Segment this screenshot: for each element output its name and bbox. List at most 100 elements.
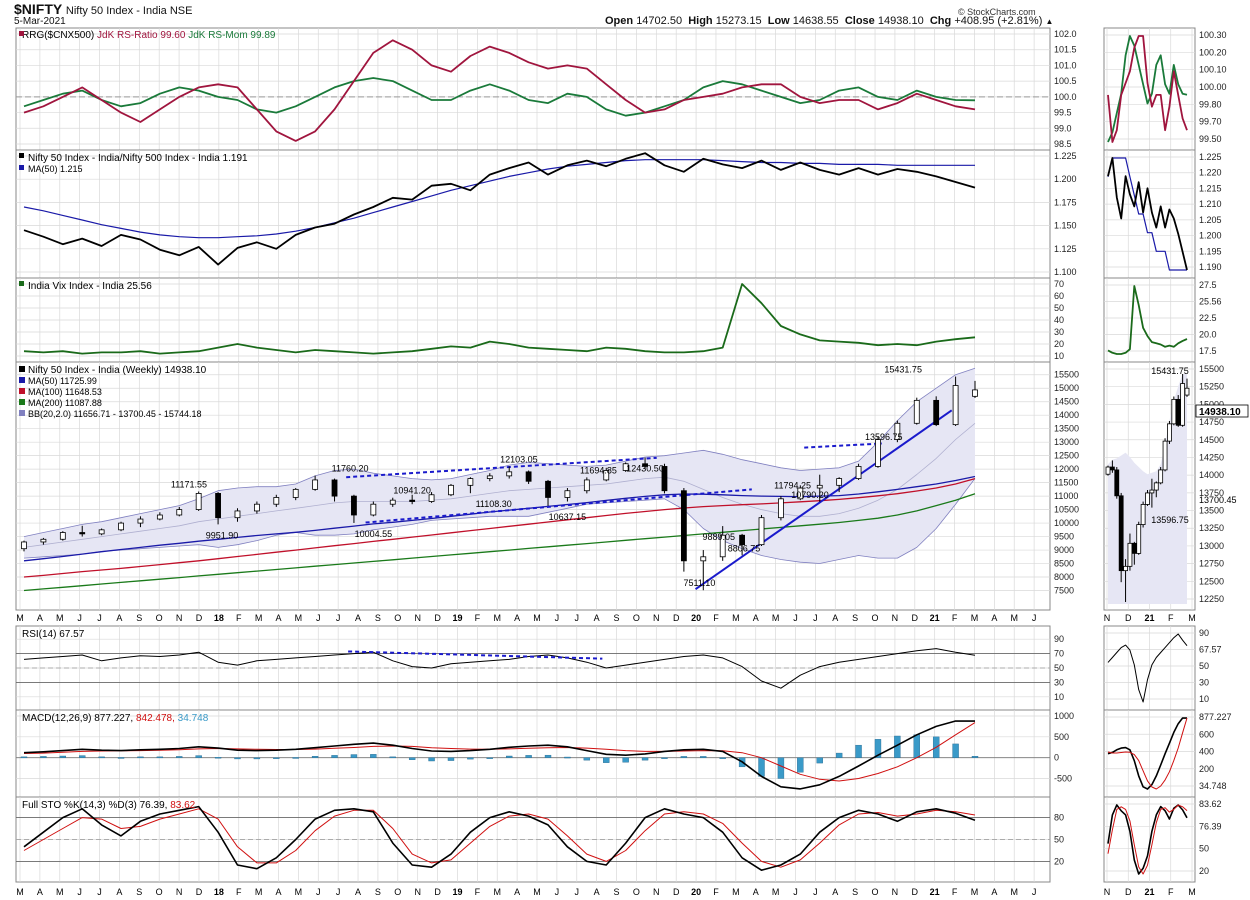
side-candle-body bbox=[1140, 504, 1146, 525]
side-y-tick-label: 1.225 bbox=[1199, 152, 1222, 162]
macd-histogram-bar bbox=[292, 757, 299, 759]
time-axis-label-bottom: O bbox=[394, 887, 401, 897]
macd-histogram-bar bbox=[273, 757, 280, 759]
legend-swatch-rs-ma50 bbox=[19, 165, 24, 170]
panel-legend-rrg: RRG($CNX500) JdK RS-Ratio 99.60 JdK RS-M… bbox=[22, 30, 276, 41]
time-axis-label: J bbox=[575, 613, 580, 623]
y-tick-label: 1.175 bbox=[1054, 197, 1077, 207]
side-y-tick-label: 14250 bbox=[1199, 452, 1224, 462]
candle-body bbox=[622, 463, 629, 471]
side-y-tick-label: 13750 bbox=[1199, 488, 1224, 498]
time-axis-label-bottom: 21 bbox=[930, 887, 940, 897]
y-tick-label: 1.100 bbox=[1054, 267, 1077, 277]
side-candle-body bbox=[1123, 565, 1128, 572]
macd-histogram-bar bbox=[758, 757, 765, 777]
side-candle-body bbox=[1145, 492, 1150, 505]
macd-histogram-bar bbox=[156, 756, 164, 759]
side-y-tick-label: 100.20 bbox=[1199, 47, 1227, 57]
time-axis-label-bottom: M bbox=[1010, 887, 1018, 897]
series-line-rs-ratio bbox=[23, 39, 976, 142]
series-line-sto-d bbox=[23, 808, 976, 868]
price-annotation: 9889.05 bbox=[703, 532, 736, 542]
side-candle-body bbox=[1114, 469, 1120, 497]
side-y-tick-label: 12750 bbox=[1199, 559, 1224, 569]
time-axis-label: F bbox=[713, 613, 719, 623]
time-axis-label-bottom: M bbox=[56, 887, 64, 897]
candle-body bbox=[137, 518, 144, 524]
side-y-tick-label: 1.190 bbox=[1199, 262, 1222, 272]
side-y-tick-label: 76.39 bbox=[1199, 821, 1222, 831]
time-axis-label: A bbox=[355, 613, 361, 623]
y-tick-label: 100.5 bbox=[1054, 76, 1077, 86]
candle-body bbox=[933, 399, 940, 426]
candle-body bbox=[409, 499, 416, 502]
y-tick-label: 10 bbox=[1054, 692, 1064, 702]
time-axis-label-bottom: A bbox=[594, 887, 600, 897]
side-candle-body bbox=[1131, 542, 1137, 554]
time-axis-label: D bbox=[912, 613, 919, 623]
y-tick-label: 10000 bbox=[1054, 518, 1079, 528]
series-line-rs-ma50 bbox=[23, 159, 975, 239]
time-axis-label-bottom: N bbox=[414, 887, 421, 897]
time-axis-label-bottom: M bbox=[971, 887, 979, 897]
macd-histogram-bar bbox=[680, 756, 688, 758]
series-line-rsi bbox=[23, 648, 976, 689]
y-tick-label: 60 bbox=[1054, 291, 1064, 301]
y-tick-label: 1.150 bbox=[1054, 221, 1077, 231]
time-axis-label: J bbox=[555, 613, 560, 623]
y-tick-label: 8000 bbox=[1054, 572, 1074, 582]
candle-body bbox=[351, 495, 357, 516]
legend-swatch-rs bbox=[19, 153, 24, 158]
time-axis-label: A bbox=[832, 613, 838, 623]
series-line-vix bbox=[23, 283, 976, 355]
side-y-tick-label: 1.210 bbox=[1199, 199, 1222, 209]
time-axis-label: O bbox=[394, 613, 401, 623]
macd-histogram-bar bbox=[506, 755, 513, 758]
candle-body bbox=[292, 488, 299, 498]
side-y-tick-label: 100.10 bbox=[1199, 65, 1227, 75]
macd-histogram-bar bbox=[971, 756, 979, 758]
candle-body bbox=[312, 479, 319, 490]
time-axis-label-bottom: M bbox=[493, 887, 501, 897]
panel-legend-rsi: RSI(14) 67.57 bbox=[22, 629, 85, 640]
side-series-line-rs-ma50 bbox=[1107, 157, 1187, 271]
candle-body bbox=[370, 503, 377, 516]
time-axis-label: N bbox=[414, 613, 421, 623]
candle-body bbox=[195, 493, 202, 511]
side-y-tick-label: 12500 bbox=[1199, 576, 1224, 586]
time-axis-label: A bbox=[991, 613, 997, 623]
legend-swatch-vix bbox=[19, 281, 24, 286]
side-time-axis-label: N bbox=[1104, 613, 1111, 623]
time-axis-label: S bbox=[375, 613, 381, 623]
side-y-tick-label: 99.70 bbox=[1199, 117, 1222, 127]
y-tick-label: 9000 bbox=[1054, 545, 1074, 555]
time-axis-label: M bbox=[493, 613, 501, 623]
side-y-tick-label: 15250 bbox=[1199, 382, 1224, 392]
candle-body bbox=[448, 484, 454, 496]
time-axis-label: N bbox=[653, 613, 660, 623]
side-series-line-sto-k bbox=[1107, 804, 1188, 875]
macd-histogram-bar bbox=[117, 757, 125, 759]
price-annotation: 15431.75 bbox=[884, 365, 922, 375]
price-annotation: 11171.55 bbox=[171, 479, 207, 489]
time-axis-label: 19 bbox=[452, 613, 462, 623]
candle-body bbox=[156, 514, 163, 520]
y-tick-label: 12000 bbox=[1054, 464, 1079, 474]
time-axis-label: M bbox=[732, 613, 740, 623]
time-axis-label: J bbox=[813, 613, 818, 623]
y-tick-label: 11500 bbox=[1054, 478, 1078, 488]
macd-histogram-bar bbox=[176, 756, 183, 758]
series-line-rs-ratio-price bbox=[23, 152, 976, 266]
legend-swatch-rs-ratio bbox=[19, 31, 24, 36]
side-y-tick-label: 877.227 bbox=[1199, 712, 1232, 722]
side-series-line-rs-ratio-price bbox=[1107, 157, 1188, 271]
time-axis-label-bottom: O bbox=[156, 887, 163, 897]
series-line-sto-k bbox=[23, 805, 976, 872]
price-annotation: 10004.55 bbox=[355, 529, 393, 539]
candle-body bbox=[894, 422, 901, 440]
macd-histogram-bar bbox=[564, 756, 571, 759]
time-axis-label: O bbox=[872, 613, 879, 623]
time-axis-label-bottom: J bbox=[575, 887, 580, 897]
time-axis-label-bottom: O bbox=[633, 887, 640, 897]
